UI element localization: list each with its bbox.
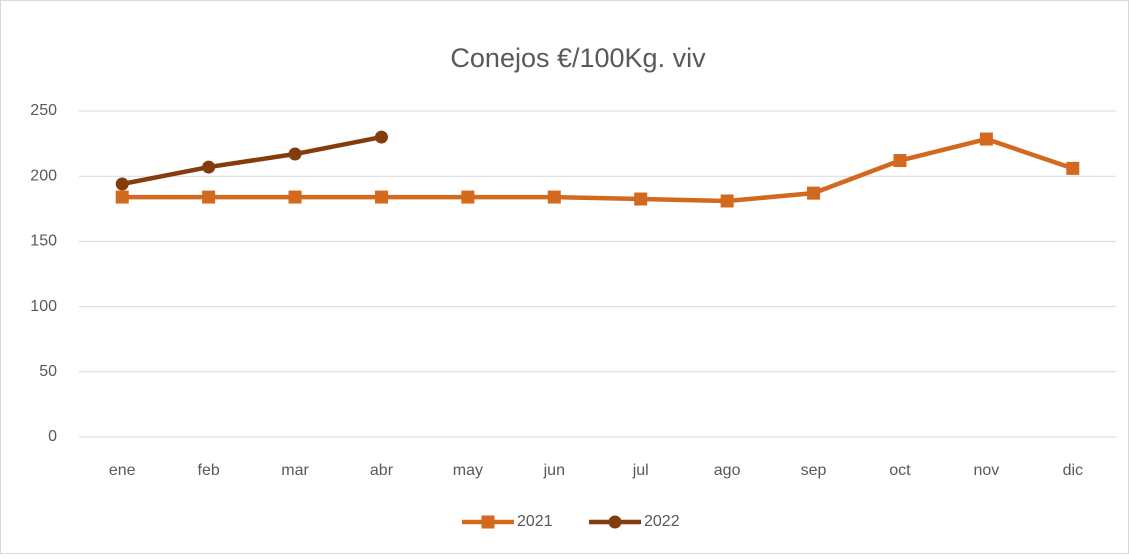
legend-marker xyxy=(608,515,622,529)
marker xyxy=(115,190,129,204)
y-tick-label: 150 xyxy=(30,233,57,250)
marker xyxy=(979,132,993,146)
x-tick-label: ene xyxy=(109,462,136,479)
y-tick-label: 200 xyxy=(30,167,57,184)
marker xyxy=(807,186,821,200)
x-tick-label: abr xyxy=(370,462,394,479)
x-tick-label: nov xyxy=(973,462,999,479)
x-tick-label: mar xyxy=(281,462,309,479)
series-line xyxy=(122,136,1074,204)
marker xyxy=(634,192,648,206)
x-tick-label: jun xyxy=(543,462,565,479)
x-tick-label: oct xyxy=(889,462,911,479)
chart-title: Conejos €/100Kg. viv xyxy=(450,43,706,73)
y-tick-label: 0 xyxy=(48,428,57,445)
x-tick-label: sep xyxy=(801,462,827,479)
marker xyxy=(374,130,388,144)
x-tick-label: dic xyxy=(1063,462,1083,479)
x-tick-label: may xyxy=(453,462,483,479)
marker xyxy=(288,190,302,204)
marker xyxy=(288,147,302,161)
x-tick-label: jul xyxy=(632,462,649,479)
y-tick-label: 100 xyxy=(30,298,57,315)
marker xyxy=(202,190,216,204)
marker xyxy=(1066,161,1080,175)
y-tick-label: 250 xyxy=(30,102,57,119)
marker xyxy=(720,194,734,208)
x-tick-label: feb xyxy=(198,462,220,479)
marker xyxy=(374,190,388,204)
y-tick-label: 50 xyxy=(39,363,57,380)
x-tick-label: ago xyxy=(714,462,741,479)
legend-label: 2021 xyxy=(517,513,553,530)
marker xyxy=(547,190,561,204)
legend-label: 2022 xyxy=(644,513,680,530)
marker xyxy=(202,160,216,174)
marker xyxy=(893,154,907,168)
legend-marker xyxy=(481,515,495,529)
series-line xyxy=(121,134,382,187)
marker xyxy=(461,190,475,204)
marker xyxy=(115,177,129,191)
